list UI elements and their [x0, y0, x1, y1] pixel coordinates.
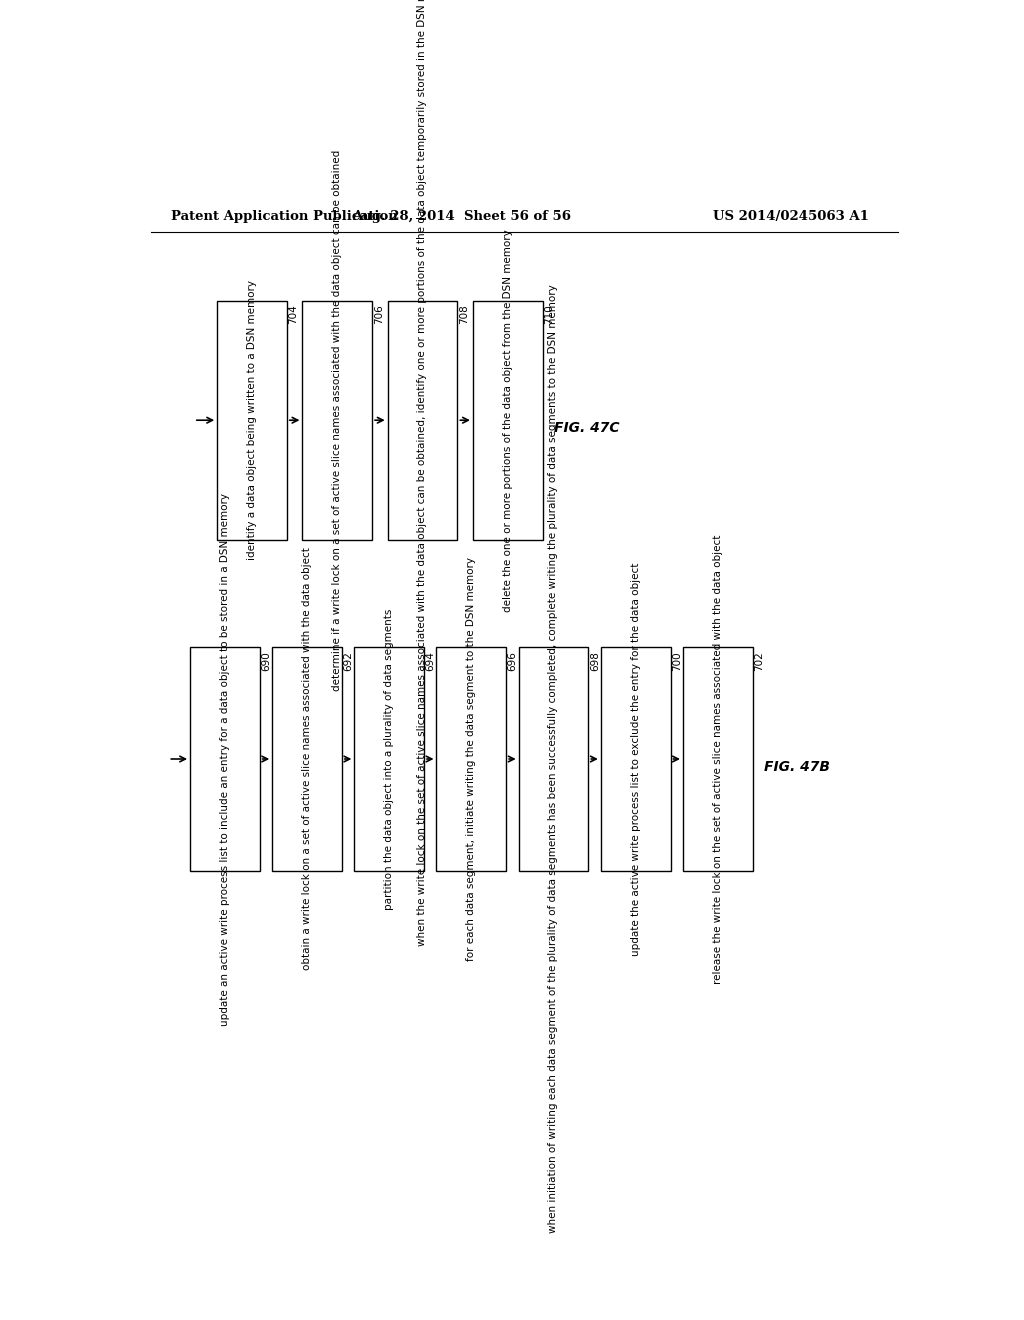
- Text: 706: 706: [374, 305, 384, 325]
- Text: 708: 708: [459, 305, 469, 325]
- Text: when initiation of writing each data segment of the plurality of data segments h: when initiation of writing each data seg…: [549, 285, 558, 1233]
- Text: 692: 692: [343, 651, 353, 671]
- Text: 700: 700: [672, 651, 682, 671]
- FancyBboxPatch shape: [302, 301, 372, 540]
- Text: 702: 702: [755, 651, 764, 671]
- Text: determine if a write lock on a set of active slice names associated with the dat: determine if a write lock on a set of ac…: [332, 149, 342, 690]
- Text: Patent Application Publication: Patent Application Publication: [171, 210, 397, 223]
- Text: for each data segment, initiate writing the data segment to the DSN memory: for each data segment, initiate writing …: [466, 557, 476, 961]
- FancyBboxPatch shape: [683, 647, 753, 871]
- FancyBboxPatch shape: [190, 647, 260, 871]
- Text: identify a data object being written to a DSN memory: identify a data object being written to …: [247, 280, 257, 560]
- Text: obtain a write lock on a set of active slice names associated with the data obje: obtain a write lock on a set of active s…: [302, 548, 312, 970]
- Text: 710: 710: [544, 305, 554, 325]
- FancyBboxPatch shape: [436, 647, 506, 871]
- Text: partition the data object into a plurality of data segments: partition the data object into a plurali…: [384, 609, 394, 909]
- FancyBboxPatch shape: [354, 647, 424, 871]
- Text: 694: 694: [426, 651, 435, 671]
- Text: Aug. 28, 2014  Sheet 56 of 56: Aug. 28, 2014 Sheet 56 of 56: [352, 210, 570, 223]
- Text: FIG. 47C: FIG. 47C: [554, 421, 620, 434]
- FancyBboxPatch shape: [388, 301, 458, 540]
- Text: 696: 696: [508, 651, 518, 671]
- Text: release the write lock on the set of active slice names associated with the data: release the write lock on the set of act…: [713, 535, 723, 983]
- Text: update the active write process list to exclude the entry for the data object: update the active write process list to …: [631, 562, 641, 956]
- FancyBboxPatch shape: [272, 647, 342, 871]
- FancyBboxPatch shape: [601, 647, 671, 871]
- FancyBboxPatch shape: [518, 647, 589, 871]
- Text: when the write lock on the set of active slice names associated with the data ob: when the write lock on the set of active…: [418, 0, 427, 946]
- Text: FIG. 47B: FIG. 47B: [764, 760, 830, 774]
- FancyBboxPatch shape: [217, 301, 287, 540]
- Text: delete the one or more portions of the data object from the DSN memory: delete the one or more portions of the d…: [503, 228, 513, 611]
- Text: update an active write process list to include an entry for a data object to be : update an active write process list to i…: [220, 492, 229, 1026]
- FancyBboxPatch shape: [473, 301, 543, 540]
- Text: 690: 690: [261, 651, 271, 671]
- Text: 704: 704: [289, 305, 298, 325]
- Text: 698: 698: [590, 651, 600, 671]
- Text: US 2014/0245063 A1: US 2014/0245063 A1: [713, 210, 868, 223]
